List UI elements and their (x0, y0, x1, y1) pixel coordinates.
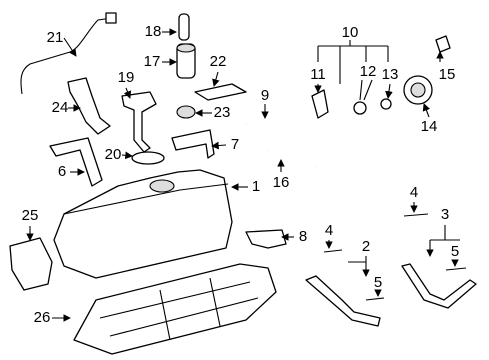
callout-number: 10 (342, 24, 359, 41)
callout-number: 5 (374, 274, 382, 291)
callout-number: 4 (410, 184, 418, 201)
callout-number: 13 (382, 66, 399, 83)
callout-number: 9 (261, 87, 269, 104)
callout-number: 25 (22, 207, 39, 224)
callout-number: 21 (47, 29, 64, 46)
parts (9, 12, 477, 355)
callout-number: 22 (210, 53, 227, 70)
callout-number: 1 (252, 178, 260, 195)
callout-number: 17 (144, 53, 161, 70)
callout-number: 4 (325, 222, 333, 239)
callout-number: 20 (105, 146, 122, 163)
callouts (26, 28, 460, 322)
callout-number: 23 (214, 104, 231, 121)
callout-number: 14 (421, 118, 438, 135)
callout-number: 18 (145, 23, 162, 40)
callout-number: 19 (118, 69, 135, 86)
callout-number: 6 (58, 163, 66, 180)
callout-number: 3 (441, 206, 449, 223)
callout-number: 7 (231, 136, 239, 153)
callout-number: 2 (362, 238, 370, 255)
callout-number: 12 (360, 63, 377, 80)
callout-number: 5 (451, 243, 459, 260)
callout-number: 8 (299, 228, 307, 245)
callout-number: 26 (34, 309, 51, 326)
callout-number: 24 (52, 99, 69, 116)
callout-number: 16 (273, 174, 290, 191)
callout-number: 15 (439, 66, 456, 83)
callout-number: 11 (310, 66, 326, 83)
